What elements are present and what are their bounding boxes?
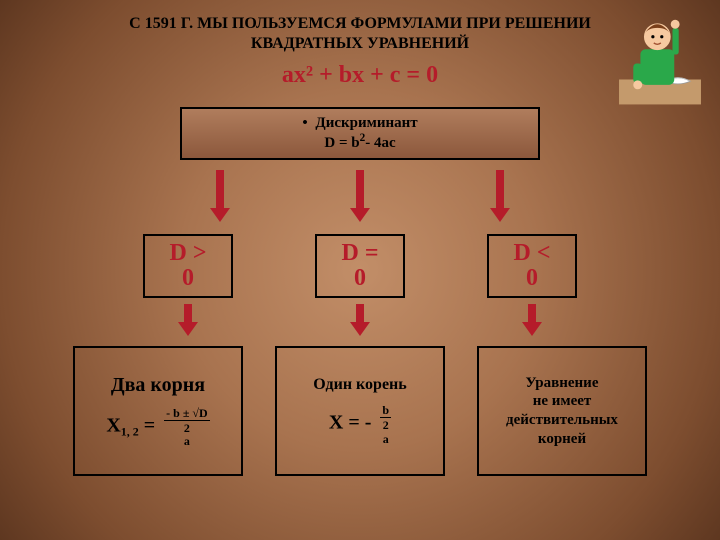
discriminant-box: • Дискриминант D = b2- 4ac [180, 107, 540, 160]
fraction: b 2a [380, 404, 391, 446]
no-roots-line: корней [485, 430, 639, 449]
fraction-denominator: 2a [164, 421, 210, 448]
no-roots-line: действительных [485, 411, 639, 430]
page-title: С 1591 Г. МЫ ПОЛЬЗУЕМСЯ ФОРМУЛАМИ ПРИ РЕ… [0, 0, 720, 54]
result-one-root: Один корень X = - b 2a [275, 346, 445, 476]
formula-sub: 1, 2 [121, 424, 139, 438]
cond-line: 0 [354, 265, 366, 291]
fraction-denominator: 2a [380, 418, 391, 445]
condition-d-lt-0: D <0 [487, 234, 577, 298]
title-line-1: С 1591 Г. МЫ ПОЛЬЗУЕМСЯ ФОРМУЛАМИ ПРИ РЕ… [129, 15, 591, 32]
arrow-icon [356, 304, 364, 326]
result-title: Два корня [81, 374, 235, 397]
discriminant-formula-suffix: - 4ac [365, 135, 395, 151]
result-formula: X1, 2 = - b ± √D 2a [81, 407, 235, 449]
formula-lead: X = - [329, 412, 377, 434]
no-roots-line: не имеет [485, 392, 639, 411]
condition-d-eq-0: D =0 [315, 234, 405, 298]
condition-row: D >0 D =0 D <0 [0, 234, 720, 298]
arrow-icon [216, 170, 224, 212]
fraction-numerator: b [380, 404, 391, 418]
slide-content: С 1591 Г. МЫ ПОЛЬЗУЕМСЯ ФОРМУЛАМИ ПРИ РЕ… [0, 0, 720, 476]
arrow-icon [528, 304, 536, 326]
result-no-roots: Уравнение не имеет действительных корней [477, 346, 647, 476]
formula-lead: X [106, 414, 120, 436]
result-two-roots: Два корня X1, 2 = - b ± √D 2a [73, 346, 243, 476]
result-row: Два корня X1, 2 = - b ± √D 2a Один корен… [0, 346, 720, 476]
cond-line: 0 [526, 265, 538, 291]
formula-eq: = [139, 414, 160, 436]
result-formula: X = - b 2a [283, 404, 437, 446]
cond-line: D = [341, 240, 378, 266]
discriminant-formula-prefix: D = b [324, 135, 359, 151]
quadratic-equation: ax² + bx + c = 0 [0, 62, 720, 89]
discriminant-label: Дискриминант [315, 115, 417, 131]
cond-line: 0 [182, 265, 194, 291]
arrow-icon [184, 304, 192, 326]
bullet-icon: • [302, 115, 307, 131]
arrow-icon [496, 170, 504, 212]
fraction: - b ± √D 2a [164, 407, 210, 449]
cond-line: D > [169, 240, 206, 266]
cond-line: D < [513, 240, 550, 266]
condition-d-gt-0: D >0 [143, 234, 233, 298]
result-title: Один корень [283, 376, 437, 394]
no-roots-line: Уравнение [485, 374, 639, 393]
arrow-row-1 [0, 166, 720, 226]
arrow-icon [356, 170, 364, 212]
title-line-2: КВАДРАТНЫХ УРАВНЕНИЙ [251, 35, 469, 52]
arrow-row-2 [0, 302, 720, 340]
fraction-numerator: - b ± √D [164, 407, 210, 421]
